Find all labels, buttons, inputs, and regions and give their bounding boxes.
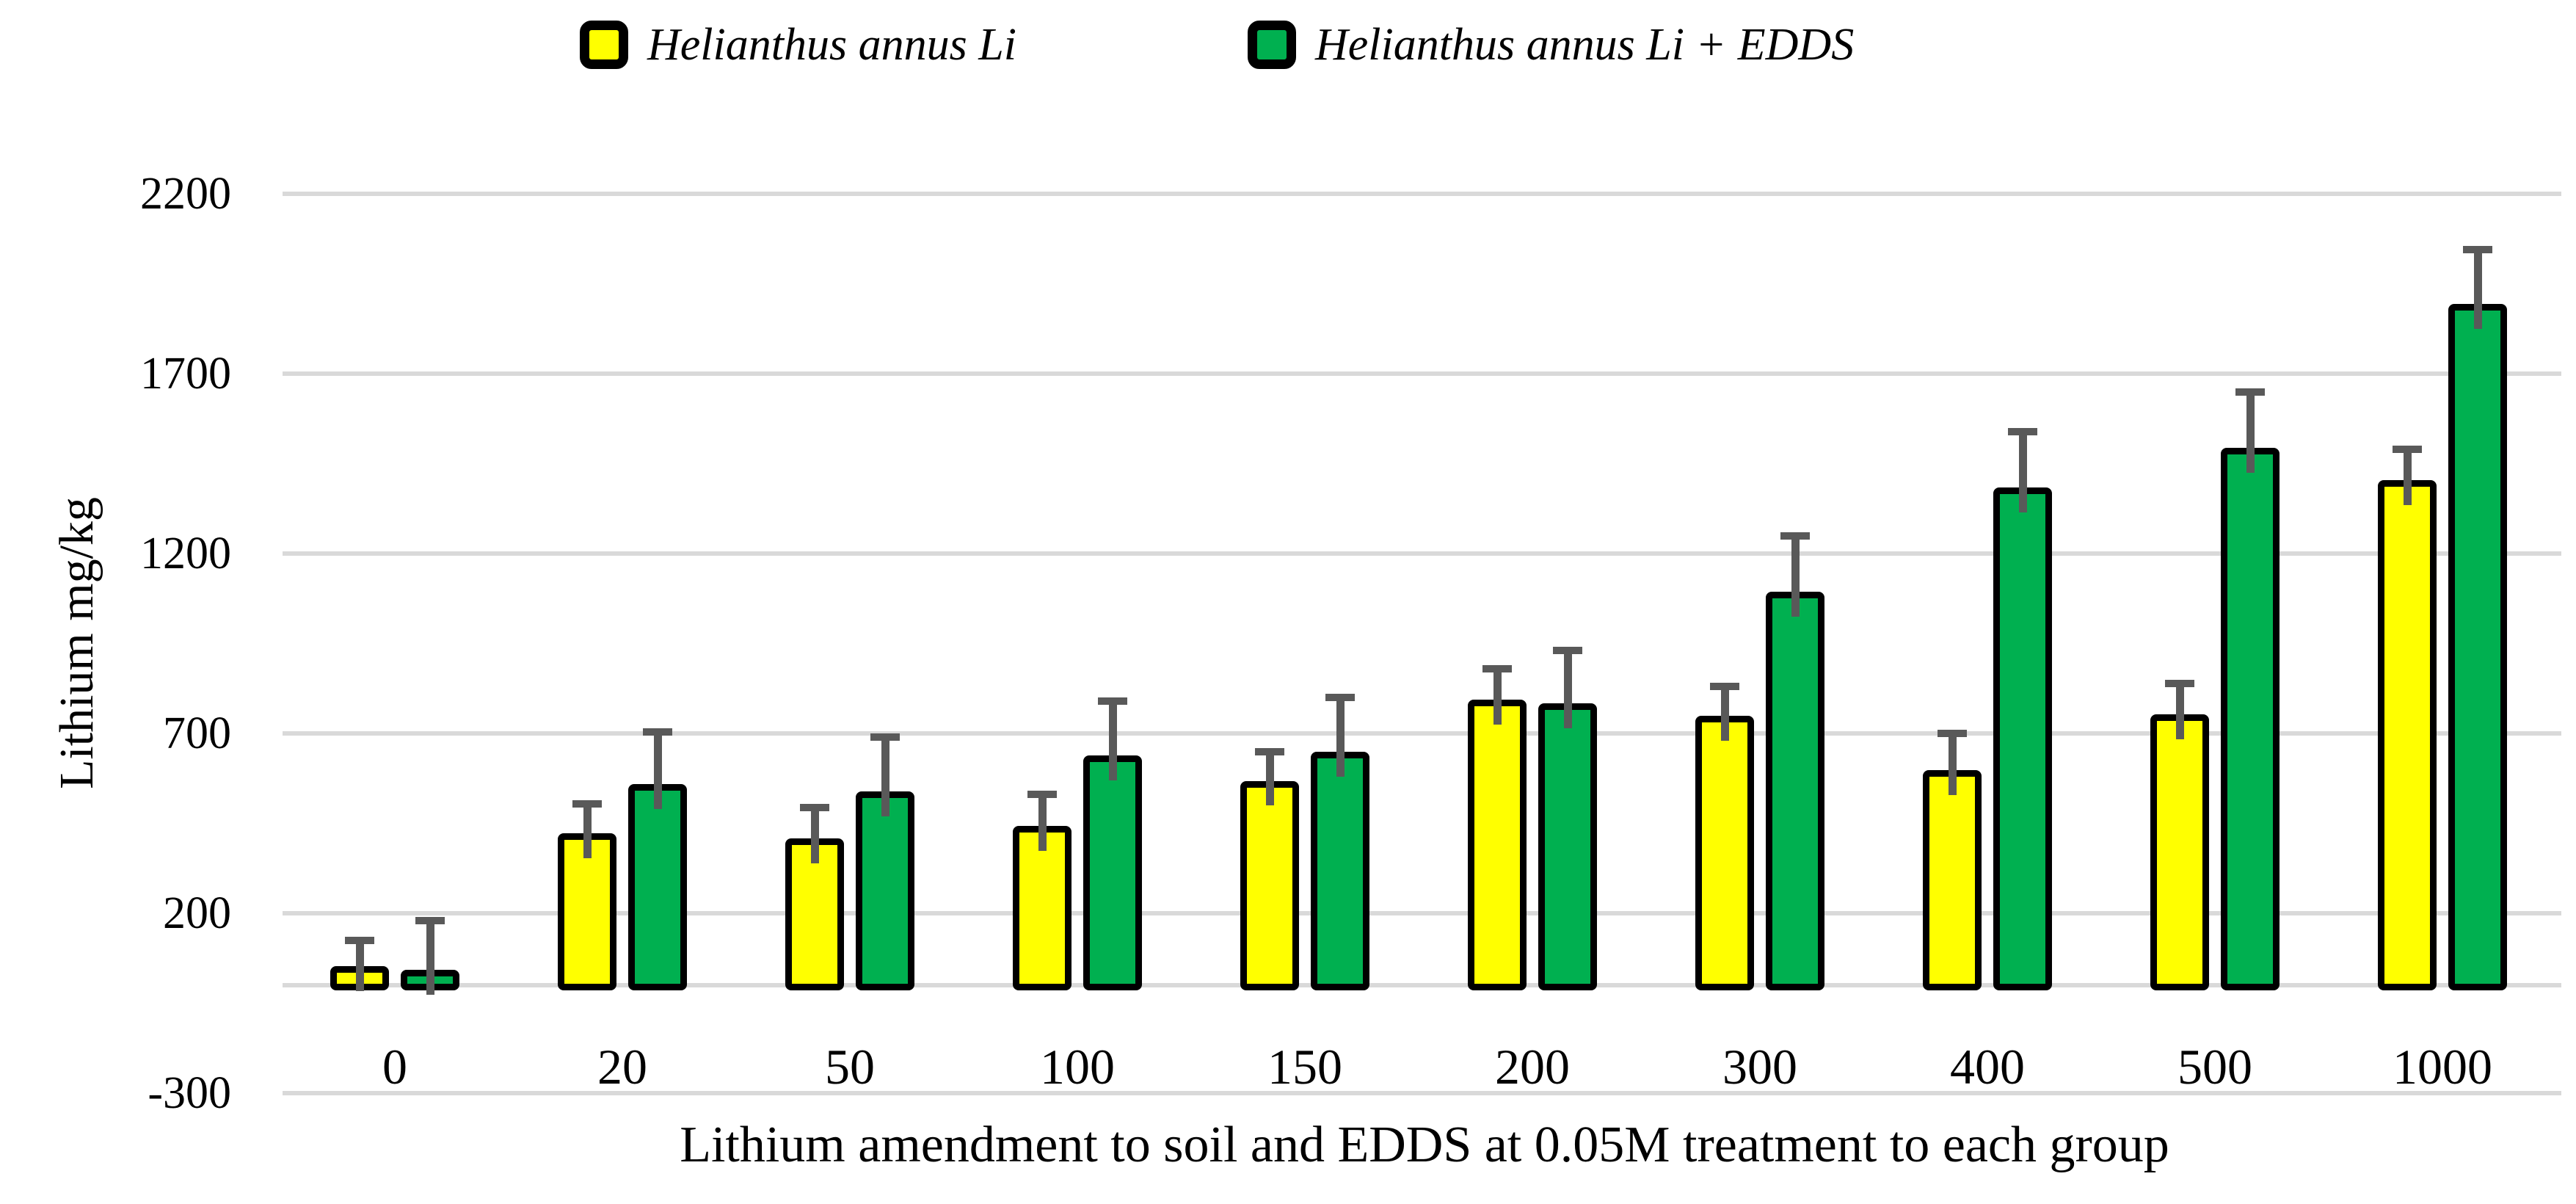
error-bar-cap	[1325, 694, 1355, 702]
x-category-label: 400	[1950, 1039, 2025, 1095]
gridline	[283, 1091, 2561, 1095]
bar	[2150, 714, 2209, 990]
legend-item-li: Helianthus annus Li	[580, 15, 1016, 75]
error-bar	[1949, 737, 1957, 795]
error-bar-cap	[2235, 388, 2265, 396]
category-axis-line	[283, 983, 2561, 987]
x-category-label: 50	[825, 1039, 875, 1095]
error-bar	[2474, 253, 2482, 330]
x-category-label: 200	[1495, 1039, 1570, 1095]
error-bar-cap	[2008, 427, 2037, 435]
bar	[1923, 769, 1982, 990]
error-bar-cap	[1098, 697, 1127, 705]
x-category-label: 20	[597, 1039, 647, 1095]
bar	[785, 838, 844, 990]
legend-label-li-edds: Helianthus annus Li + EDDS	[1315, 20, 1855, 70]
error-bar	[1109, 705, 1117, 781]
x-category-label: 500	[2177, 1039, 2252, 1095]
error-bar-cap	[1710, 683, 1739, 691]
error-bar	[654, 735, 662, 810]
error-bar	[2404, 453, 2412, 506]
green-square-icon	[1248, 21, 1296, 69]
bar	[1240, 780, 1299, 990]
error-bar-cap	[1780, 532, 1810, 540]
error-bar-cap	[2165, 679, 2194, 687]
error-bar	[1791, 539, 1800, 617]
y-tick-label: 2200	[140, 169, 231, 219]
y-tick-label: -300	[148, 1068, 231, 1118]
y-tick-label: 700	[163, 708, 231, 758]
error-bar	[1493, 672, 1502, 725]
bar	[1695, 716, 1754, 990]
gridline	[283, 551, 2561, 556]
error-bar-cap	[572, 799, 602, 808]
error-bar-cap	[1255, 747, 1284, 755]
error-bar-cap	[800, 803, 829, 811]
y-tick-label: 200	[163, 888, 231, 938]
gridline	[283, 192, 2561, 196]
error-bar-cap	[345, 936, 374, 944]
error-bar	[2019, 435, 2027, 513]
error-bar-cap	[643, 728, 672, 736]
yellow-square-icon	[580, 21, 628, 69]
x-category-label: 0	[382, 1039, 407, 1095]
bar	[558, 833, 616, 990]
legend-label-li: Helianthus annus Li	[647, 20, 1016, 70]
bar	[1311, 752, 1369, 990]
error-bar	[1266, 755, 1274, 806]
error-bar-cap	[1553, 647, 1582, 655]
bar	[2378, 480, 2437, 990]
bar	[1766, 592, 1824, 990]
error-bar	[1721, 690, 1729, 741]
error-bar	[1564, 654, 1572, 729]
error-bar	[2246, 395, 2255, 474]
error-bar-cap	[2463, 246, 2492, 254]
gridline	[283, 371, 2561, 376]
error-bar	[583, 807, 592, 858]
bar	[856, 791, 914, 990]
error-bar	[1336, 701, 1345, 777]
error-bar	[426, 924, 434, 995]
x-category-label: 1000	[2393, 1039, 2492, 1095]
y-tick-label: 1200	[140, 529, 231, 579]
error-bar-cap	[1482, 664, 1512, 672]
error-bar-cap	[1938, 730, 1967, 738]
error-bar	[1038, 798, 1047, 851]
legend-item-li-edds: Helianthus annus Li + EDDS	[1248, 15, 1854, 75]
bar	[628, 784, 687, 990]
bar	[2221, 448, 2280, 990]
error-bar	[811, 810, 819, 863]
gridline	[283, 911, 2561, 915]
error-bar	[356, 943, 364, 991]
bar	[1538, 703, 1597, 990]
error-bar	[881, 741, 889, 817]
x-category-label: 100	[1040, 1039, 1115, 1095]
error-bar	[2176, 686, 2184, 739]
bar	[1468, 700, 1527, 990]
gridline	[283, 731, 2561, 736]
x-axis-title: Lithium amendment to soil and EDDS at 0.…	[680, 1117, 2169, 1173]
x-category-label: 300	[1722, 1039, 1797, 1095]
error-bar-cap	[415, 916, 445, 924]
y-tick-label: 1700	[140, 349, 231, 399]
y-axis-title: Lithium mg/kg	[50, 497, 103, 789]
error-bar-cap	[1027, 791, 1057, 799]
x-category-label: 150	[1267, 1039, 1342, 1095]
error-bar-cap	[2393, 446, 2422, 453]
error-bar-cap	[870, 733, 900, 741]
bar	[1993, 487, 2052, 990]
bar	[2448, 304, 2507, 990]
bar	[1083, 755, 1142, 990]
